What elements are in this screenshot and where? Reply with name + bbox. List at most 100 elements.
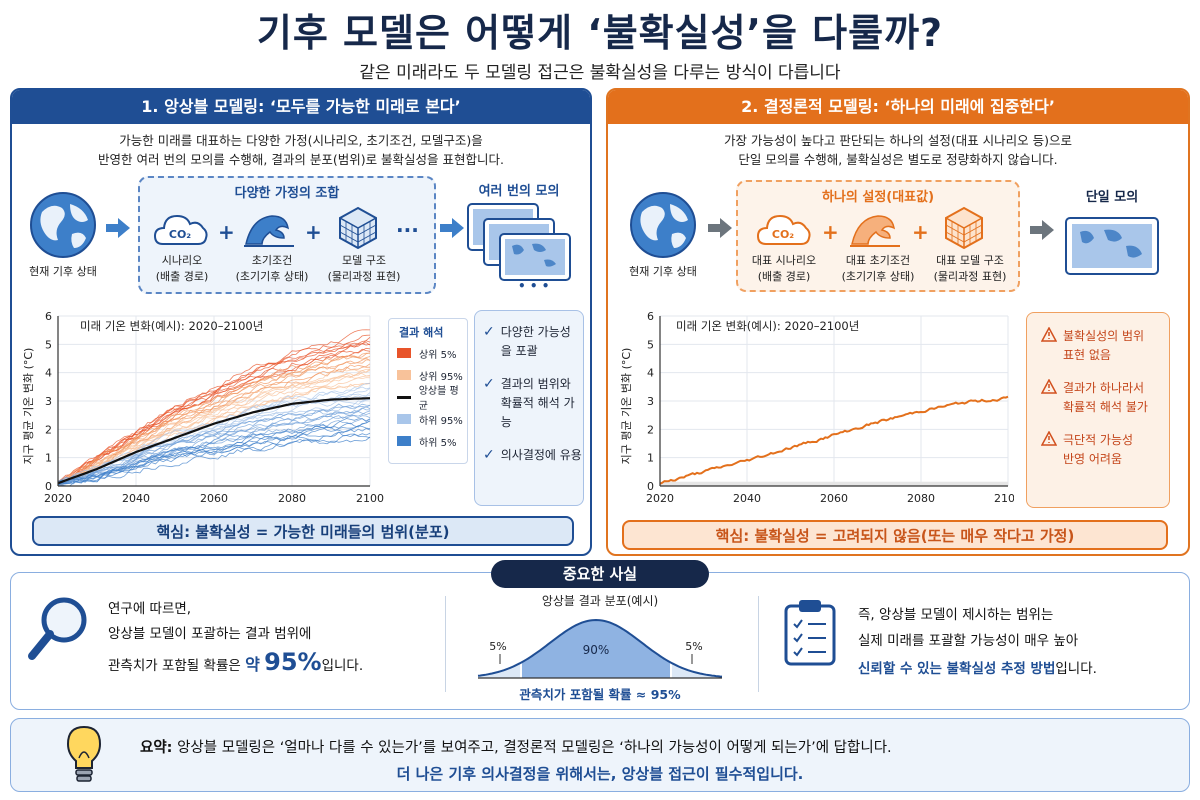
facts-divider-2: [758, 596, 759, 692]
ensemble-desc-line1: 가능한 미래를 대표하는 다양한 가정(시나리오, 초기조건, 모델구조)을: [119, 133, 483, 148]
deterministic-desc-line2: 단일 모의를 수행해, 불확실성은 별도로 정량화하지 않습니다.: [738, 152, 1058, 167]
distribution-chart: 5% 90% 5%: [477, 618, 723, 679]
facts-tag: 중요한 사실: [491, 560, 709, 588]
co2-label: CO₂: [772, 228, 794, 241]
limit-item-3: 극단적 가능성 반영 어려움: [1041, 431, 1169, 469]
page-title: 기후 모델은 어떻게 ‘불확실성’을 다룰까?: [256, 11, 944, 55]
ensemble-member-line: [57, 370, 371, 486]
facts-line2: 앙상블 모델이 포괄하는 결과 범위에: [108, 626, 312, 642]
globe-icon: [30, 192, 96, 258]
facts-line3-a: 관측치가 포함될 확률은: [108, 658, 241, 674]
right-start-label: 현재 기후 상태: [629, 265, 697, 278]
benefit-item-1: ✓ 다양한 가능성 을 포괄: [483, 323, 583, 361]
summary-label: 요약:: [140, 740, 173, 756]
ensemble-panel-heading: 1. 앙상블 모델링: ‘모두를 가능한 미래로 본다’: [12, 90, 590, 124]
initial-condition-label-l2: (초기기후 상태): [235, 270, 309, 283]
benefit-2-l1: 결과의 범위와: [500, 377, 571, 391]
ensemble-member-line: [57, 340, 371, 486]
warning-icon: [1041, 431, 1057, 446]
distribution-segment: [672, 663, 722, 678]
legend-title: 결과 해석: [399, 326, 444, 339]
initial-condition-label: 초기조건 (초기기후 상태): [226, 253, 318, 285]
ensemble-member-line: [57, 431, 371, 485]
deterministic-chart: 0 1 2 3 4 5 6 2020 2040 2060 2080 2100 미래 기온 변화(예시)…: [620, 310, 1014, 505]
y-tick-label: 2: [45, 423, 52, 436]
legend-swatch-top5: [397, 348, 411, 358]
benefit-2-l2: 확률적 해석 가능: [500, 396, 575, 429]
limit-2-l1: 결과가 하나라서: [1063, 381, 1145, 395]
limit-item-1: 불확실성의 범위 표현 없음: [1041, 327, 1169, 365]
ensemble-description: 가능한 미래를 대표하는 다양한 가정(시나리오, 초기조건, 모델구조)을 반…: [12, 131, 590, 169]
assumptions-box-title: 다양한 가정의 조합: [234, 186, 340, 201]
rep-model-structure-label: 대표 모델 구조 (물리과정 표현): [922, 253, 1018, 285]
facts-right-end: 입니다.: [1055, 661, 1097, 677]
deterministic-key-message: 핵심: 불확실성 = 고려되지 않음(또는 매우 작다고 가정): [622, 520, 1168, 550]
ensemble-member-line: [57, 355, 371, 486]
benefit-item-3: ✓ 의사결정에 유용: [483, 446, 583, 465]
y-tick-label: 3: [647, 395, 654, 408]
check-icon: ✓: [483, 376, 495, 392]
initial-condition-label-l1: 초기조건: [251, 254, 293, 267]
facts-line3-approx: 약: [245, 655, 260, 674]
facts-right-line3: 신뢰할 수 있는 불확실성 추정 방법입니다.: [858, 658, 1097, 680]
ensemble-member-line: [57, 427, 371, 487]
baseline-band: [660, 481, 1008, 486]
ensemble-member-line: [57, 420, 371, 484]
dist-center-90: 90%: [583, 643, 610, 657]
y-tick-label: 0: [647, 480, 654, 493]
warning-icon: [1041, 379, 1057, 394]
check-icon: ✓: [483, 447, 495, 463]
ensemble-member-line: [57, 382, 371, 485]
deterministic-panel-heading: 2. 결정론적 모델링: ‘하나의 미래에 집중한다’: [608, 90, 1188, 124]
deterministic-line: [659, 395, 1009, 485]
ensemble-desc-line2: 반영한 여러 번의 모의를 수행해, 결과의 분포(범위)로 불확실성을 표현합…: [98, 152, 504, 167]
ensemble-chart-caption: 미래 기온 변화(예시): 2020–2100년: [80, 319, 263, 333]
legend-swatch-mean: [397, 395, 411, 399]
rep-initial-condition-label-l2: (초기기후 상태): [841, 270, 915, 283]
scenario-label: 시나리오 (배출 경로): [142, 253, 222, 285]
y-tick-label: 5: [647, 338, 654, 351]
ensemble-member-line: [57, 404, 371, 485]
cube-icon: [945, 206, 983, 250]
ensemble-member-line: [57, 373, 371, 486]
deterministic-desc-line1: 가장 가능성이 높다고 판단되는 하나의 설정(대표 시나리오 등)으로: [723, 133, 1073, 148]
x-tick-label: 2100: [356, 492, 384, 505]
ensemble-member-line: [57, 368, 371, 484]
x-tick-label: 2040: [733, 492, 761, 505]
lightbulb-icon: [66, 725, 102, 782]
legend-swatch-bottom95: [397, 414, 411, 424]
distribution-caption: 관측치가 포함될 확률 ≈ 95%: [519, 687, 681, 702]
ensemble-member-line: [57, 347, 371, 486]
rep-scenario-label-l1: 대표 시나리오: [751, 254, 817, 267]
single-map-icon: [1065, 217, 1159, 275]
facts-right-emphasis: 신뢰할 수 있는 불확실성 추정 방법: [858, 661, 1056, 677]
x-tick-label: 2040: [122, 492, 150, 505]
summary-section: [10, 718, 1190, 792]
legend-item-top95: 상위 95%: [397, 366, 467, 384]
facts-line1: 연구에 따르면,: [108, 601, 192, 617]
limit-2-l2: 확률적 해석 불가: [1063, 400, 1148, 414]
model-structure-label-l1: 모델 구조: [342, 254, 386, 267]
scenario-label-l2: (배출 경로): [155, 270, 209, 283]
limit-3-l2: 반영 어려움: [1063, 452, 1123, 466]
summary-text: 앙상블 모델링은 ‘얼마나 다를 수 있는가’를 보여주고, 결정론적 모델링은…: [177, 740, 892, 756]
scenario-label-l1: 시나리오: [161, 254, 203, 267]
facts-right-line2: 실제 미래를 포괄할 가능성이 매우 높아: [858, 633, 1079, 649]
y-tick-label: 1: [45, 452, 52, 465]
representative-box-title: 하나의 설정(대표값): [821, 190, 935, 205]
arrow-right-icon: [106, 218, 130, 238]
multiple-maps-icon: [467, 203, 571, 281]
ellipsis-left: ···: [396, 218, 419, 242]
y-tick-label: 5: [45, 338, 52, 351]
x-tick-label: 2060: [200, 492, 228, 505]
summary-line2: 더 나은 기후 의사결정을 위해서는, 앙상블 접근이 필수적입니다.: [396, 765, 804, 783]
legend-label-mean: 앙상블 평균: [418, 386, 459, 412]
single-run-title: 단일 모의: [1085, 190, 1139, 205]
facts-95-percent: 95%: [264, 648, 322, 676]
legend-label-bottom95: 하위 95%: [419, 415, 463, 427]
legend-label-top5: 상위 5%: [419, 349, 457, 361]
wave-icon: [244, 215, 294, 247]
